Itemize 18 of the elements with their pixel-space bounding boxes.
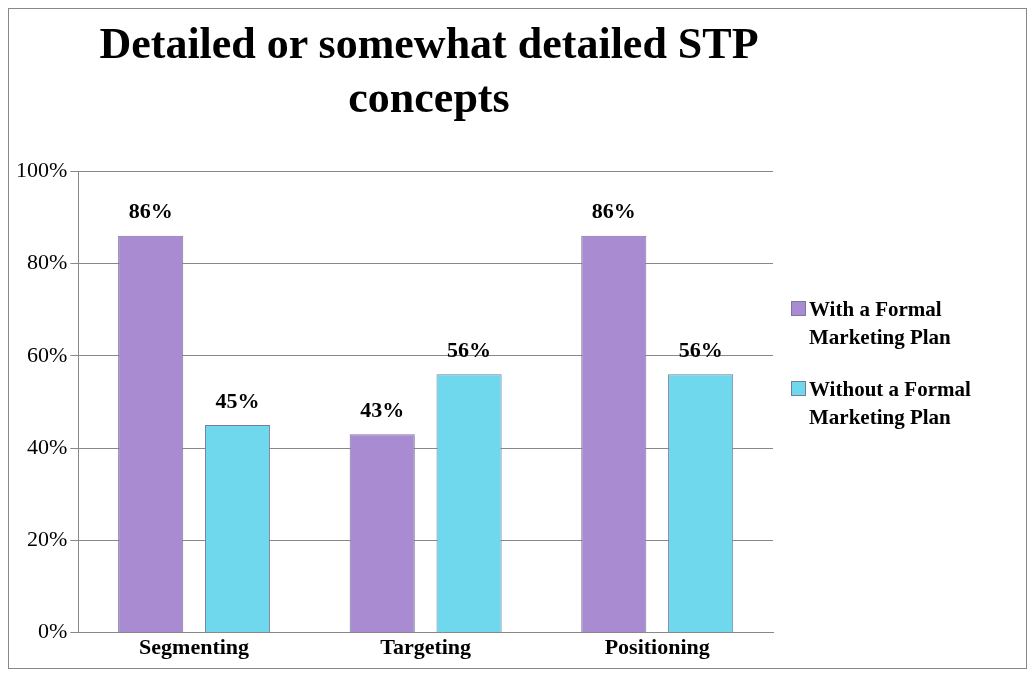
legend-label: With a Formal Marketing Plan [809, 296, 952, 351]
y-tick-label: 100% [16, 156, 68, 182]
data-label: 56% [678, 336, 723, 362]
data-label: 45% [215, 387, 260, 413]
x-tick-label: Targeting [380, 634, 472, 660]
legend-label: Without a Formal Marketing Plan [809, 376, 972, 431]
y-tick-label: 60% [27, 341, 68, 367]
y-tick-label: 40% [27, 433, 68, 459]
data-label: 43% [360, 396, 405, 422]
data-label: 56% [447, 336, 492, 362]
y-tick-label: 80% [27, 249, 68, 275]
y-tick-label: 0% [38, 618, 68, 644]
data-label: 86% [591, 198, 636, 224]
y-tick-label: 20% [27, 526, 68, 552]
x-tick-label: Positioning [604, 634, 710, 660]
data-label: 86% [128, 198, 173, 224]
chart-title: Detailed or somewhat detailed STP concepts [98, 18, 760, 124]
x-tick-label: Segmenting [139, 634, 250, 660]
